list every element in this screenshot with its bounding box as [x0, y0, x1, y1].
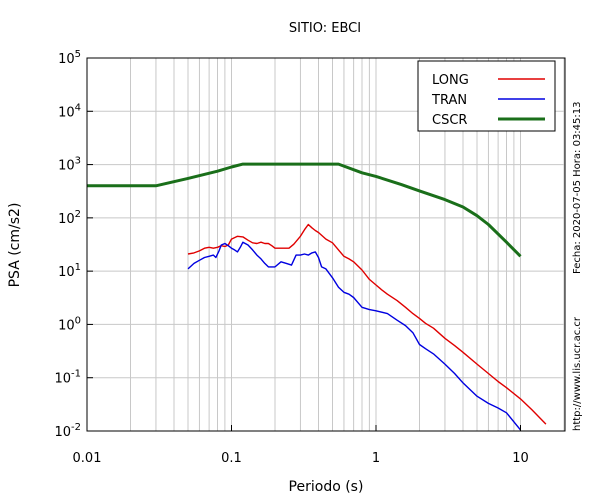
- y-tick-label: 101: [58, 262, 81, 280]
- x-tick-label: 0.1: [221, 451, 242, 466]
- x-tick-label: 1: [372, 451, 380, 466]
- x-tick-label: 10: [512, 451, 529, 466]
- source-url: http://www.lis.ucr.ac.cr: [572, 317, 583, 431]
- legend-label-tran: TRAN: [431, 93, 467, 108]
- y-tick-label: 10-1: [54, 369, 81, 387]
- grid-lines: [87, 58, 565, 431]
- timestamp-label: Fecha: 2020-07-05 Hora: 03:45:13: [572, 101, 583, 275]
- legend-label-cscr: CSCR: [432, 113, 467, 128]
- legend-label-long: LONG: [432, 73, 469, 88]
- series-line-tran: [187, 241, 522, 431]
- chart-title: SITIO: EBCI: [289, 21, 361, 36]
- series-line-long: [187, 223, 547, 425]
- y-tick-label: 103: [58, 156, 81, 174]
- y-tick-label: 105: [58, 49, 81, 67]
- legend: LONG TRAN CSCR: [417, 60, 556, 132]
- y-tick-label: 10-2: [54, 422, 81, 440]
- y-tick-label: 102: [58, 209, 81, 227]
- x-axis-ticks: 0.01 0.1 1 10: [73, 425, 529, 466]
- y-tick-label: 104: [58, 102, 81, 120]
- y-tick-label: 100: [58, 315, 81, 333]
- y-axis-label: PSA (cm/s2): [7, 203, 23, 288]
- series-layer: [87, 162, 547, 431]
- x-tick-label: 0.01: [73, 451, 102, 466]
- plot-frame: [86, 57, 566, 432]
- y-axis-ticks: 10-2 10-1 100 101 102 103 104 105: [54, 49, 93, 440]
- x-axis-label: Periodo (s): [289, 479, 364, 495]
- series-line-cscr: [87, 162, 522, 258]
